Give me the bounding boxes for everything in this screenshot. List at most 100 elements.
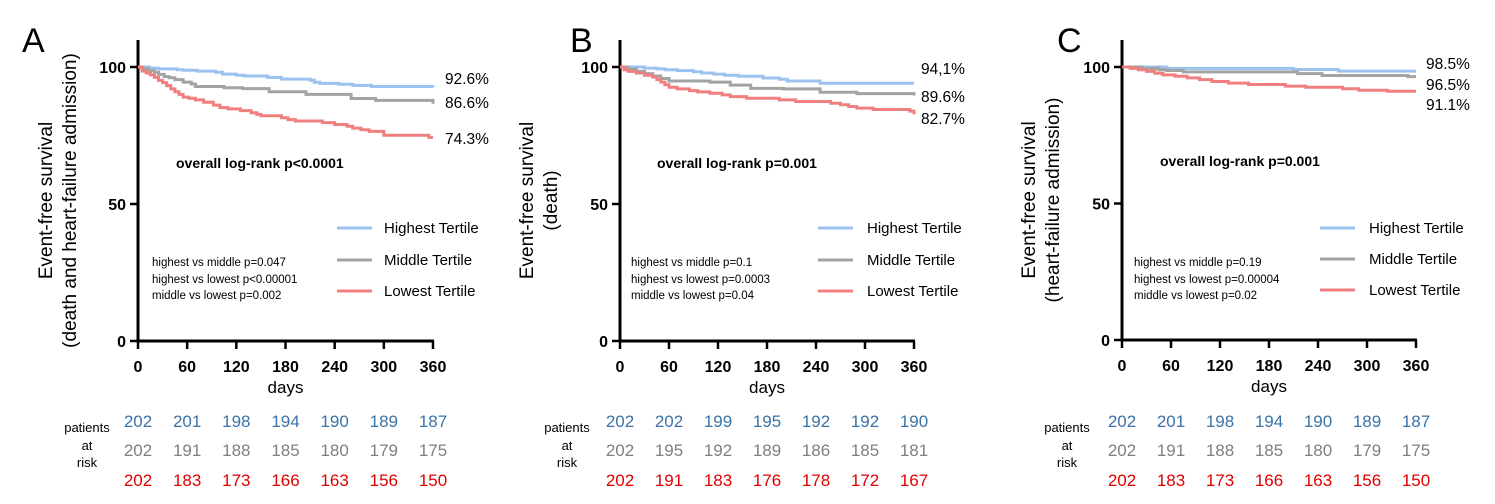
at-risk-value: 191 (173, 441, 201, 460)
at-risk-value: 188 (222, 441, 250, 460)
legend-label: Lowest Tertile (384, 283, 475, 300)
pairwise-pvalue: highest vs lowest p=0.0003 (631, 274, 770, 286)
km-curve-middle (1122, 65, 1416, 79)
x-tick-label: 360 (420, 359, 447, 376)
at-risk-value: 201 (173, 412, 201, 431)
panel-letter: C (1057, 22, 1082, 60)
pairwise-pvalue: highest vs middle p=0.047 (152, 257, 286, 269)
x-tick-label: 60 (660, 359, 678, 376)
x-tick-label: 60 (178, 359, 196, 376)
at-risk-value: 163 (1304, 471, 1332, 490)
overall-logrank-annotation: overall log-rank p=0.001 (657, 155, 817, 171)
y-tick-label: 100 (581, 60, 608, 77)
km-curve-lowest (1122, 65, 1416, 93)
at-risk-label: at (1062, 438, 1073, 453)
at-risk-label: risk (557, 455, 578, 470)
at-risk-value: 172 (851, 471, 879, 490)
at-risk-value: 175 (1402, 441, 1430, 460)
y-axis-label: Event-free survival (517, 122, 538, 279)
at-risk-value: 195 (753, 412, 781, 431)
at-risk-value: 183 (1157, 471, 1185, 490)
y-axis-label-sub: (death and heart-failure admission) (60, 53, 81, 348)
pairwise-pvalue: highest vs middle p=0.19 (1134, 257, 1262, 269)
at-risk-value: 192 (802, 412, 830, 431)
at-risk-value: 194 (1255, 412, 1283, 431)
at-risk-value: 195 (655, 441, 683, 460)
at-risk-value: 194 (271, 412, 299, 431)
x-tick-label: 240 (1305, 358, 1332, 375)
at-risk-value: 202 (124, 412, 152, 431)
at-risk-value: 185 (1255, 441, 1283, 460)
end-value-label: 96.5% (1426, 77, 1470, 94)
overall-logrank-annotation: overall log-rank p<0.0001 (176, 155, 344, 171)
legend-label: Lowest Tertile (867, 283, 958, 300)
at-risk-value: 166 (271, 471, 299, 490)
end-value-label: 91.1% (1426, 97, 1470, 114)
panel-letter: A (22, 22, 45, 60)
legend-label: Highest Tertile (384, 220, 479, 237)
end-value-label: 94,1% (921, 61, 965, 78)
km-curve-lowest (620, 65, 916, 115)
pairwise-pvalue: highest vs middle p=0.1 (631, 257, 752, 269)
at-risk-value: 191 (1157, 441, 1185, 460)
at-risk-value: 192 (851, 412, 879, 431)
legend-label: Highest Tertile (1369, 220, 1464, 237)
at-risk-value: 202 (606, 412, 634, 431)
at-risk-value: 183 (173, 471, 201, 490)
legend-label: Middle Tertile (384, 252, 472, 269)
x-axis-label: days (749, 378, 785, 397)
at-risk-value: 187 (419, 412, 447, 431)
overall-logrank-annotation: overall log-rank p=0.001 (1160, 153, 1320, 169)
x-tick-label: 120 (223, 359, 250, 376)
x-tick-label: 120 (705, 359, 732, 376)
at-risk-label: risk (1057, 455, 1078, 470)
end-value-label: 92.6% (445, 71, 489, 88)
at-risk-value: 166 (1255, 471, 1283, 490)
y-tick-label: 100 (99, 60, 126, 77)
at-risk-value: 186 (802, 441, 830, 460)
at-risk-value: 156 (370, 471, 398, 490)
km-curve-lowest (138, 65, 433, 139)
at-risk-value: 150 (419, 471, 447, 490)
panel-a: A Event-free survival (death and heart-fai… (22, 22, 489, 490)
at-risk-value: 173 (1206, 471, 1234, 490)
at-risk-value: 198 (1206, 412, 1234, 431)
x-tick-label: 300 (1354, 358, 1381, 375)
km-curve-highest (138, 65, 435, 88)
x-tick-label: 360 (1403, 358, 1430, 375)
at-risk-value: 202 (1108, 412, 1136, 431)
x-axis-label: days (268, 378, 304, 397)
at-risk-value: 190 (320, 412, 348, 431)
at-risk-value: 167 (900, 471, 928, 490)
x-tick-label: 120 (1207, 358, 1234, 375)
at-risk-value: 202 (1108, 441, 1136, 460)
at-risk-value: 198 (222, 412, 250, 431)
x-tick-label: 240 (321, 359, 348, 376)
at-risk-value: 181 (900, 441, 928, 460)
at-risk-value: 156 (1353, 471, 1381, 490)
km-curve-middle (620, 65, 916, 96)
at-risk-value: 191 (655, 471, 683, 490)
pairwise-pvalue: highest vs lowest p<0.00001 (152, 274, 297, 286)
km-curve-highest (1122, 65, 1416, 73)
at-risk-label: patients (1044, 420, 1090, 435)
panel-b: B Event-free survival (death) 0 50 100 0 60 120 1… (517, 22, 965, 490)
x-tick-label: 180 (272, 359, 299, 376)
y-axis-label-sub: (heart-failure admission) (1043, 98, 1064, 303)
at-risk-value: 192 (704, 441, 732, 460)
y-tick-label: 0 (599, 334, 608, 351)
at-risk-value: 176 (753, 471, 781, 490)
legend-label: Lowest Tertile (1369, 282, 1460, 299)
y-tick-label: 0 (1101, 333, 1110, 350)
at-risk-label: at (82, 438, 93, 453)
at-risk-value: 189 (753, 441, 781, 460)
y-tick-label: 50 (1092, 197, 1110, 214)
x-tick-label: 360 (901, 359, 928, 376)
y-tick-label: 0 (117, 334, 126, 351)
legend-label: Middle Tertile (1369, 251, 1457, 268)
at-risk-value: 201 (1157, 412, 1185, 431)
y-axis-label: Event-free survival (1019, 121, 1040, 278)
y-tick-label: 50 (590, 197, 608, 214)
km-curve-highest (620, 65, 914, 85)
